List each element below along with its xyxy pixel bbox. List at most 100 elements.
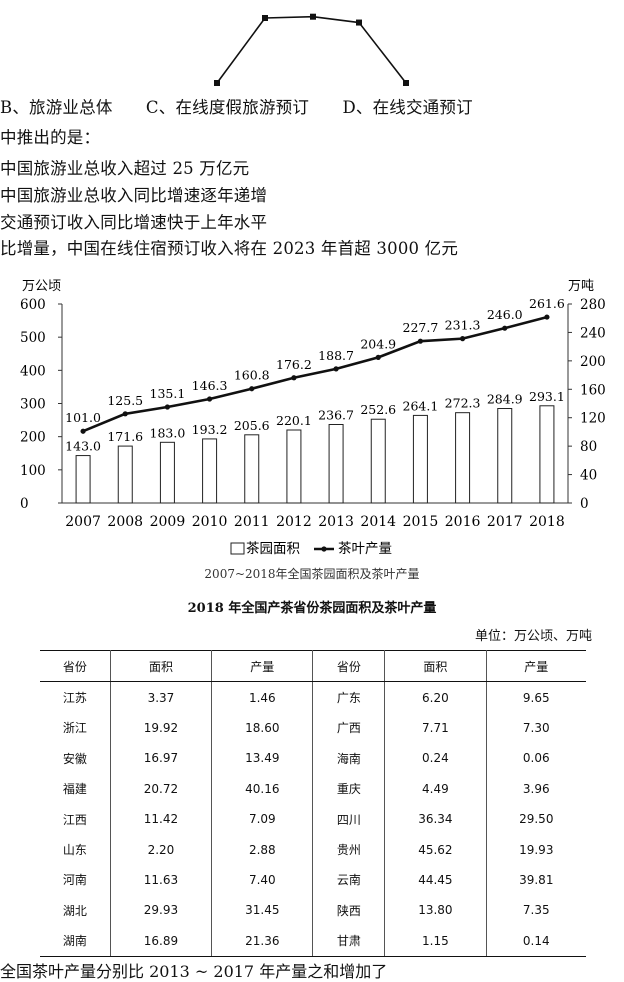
legend: 茶园面积 茶叶产量	[230, 541, 392, 557]
left-unit-label: 万公顷	[22, 279, 61, 294]
bar-value-label: 264.1	[403, 398, 439, 413]
table-title: 2018 年全国产茶省份茶园面积及茶叶产量	[187, 601, 437, 616]
question-line-6: 比增量，中国在线住宿预订收入将在 2023 年首超 3000 亿元	[0, 239, 459, 258]
tea-chart: 万公顷 万吨 143.0 171.6 183.0 193.2 205.6 220.1 236…	[20, 279, 606, 581]
province-table: 省份 面积 产量 省份 面积 产量 江苏 3.37 1.46 广东 6.20 9.65 浙江…	[40, 649, 586, 957]
right-tick-label: 280	[580, 297, 606, 313]
fragment-marker	[214, 80, 220, 86]
table-cell: 山东	[40, 834, 111, 865]
top-fragment-chart	[214, 13, 409, 86]
output-value-label: 135.1	[150, 386, 186, 401]
table-cell: 7.09	[211, 803, 314, 835]
legend-label-output: 茶叶产量	[338, 541, 392, 557]
legend-label-area: 茶园面积	[246, 541, 300, 557]
table-cell: 2.20	[109, 834, 213, 865]
table-cell: 3.37	[109, 681, 213, 713]
table-cell: 31.45	[211, 895, 314, 926]
left-tick-label: 200	[20, 430, 46, 446]
output-point	[291, 375, 297, 381]
table-cell: 19.93	[485, 834, 586, 865]
bar-value-label: 205.6	[234, 418, 270, 433]
output-point	[417, 338, 424, 344]
header-cell: 省份	[312, 649, 386, 683]
table-row: 江苏 3.37 1.46 广东 6.20 9.65	[40, 681, 586, 713]
bar-value-label: 193.2	[192, 422, 228, 437]
table-cell: 39.81	[485, 864, 586, 896]
right-tick-label: 200	[580, 354, 606, 370]
table-cell: 0.24	[384, 743, 487, 774]
table-cell: 21.36	[211, 925, 314, 957]
table-cell: 湖北	[40, 895, 111, 926]
output-value-label: 227.7	[403, 320, 439, 335]
x-tick-label: 2016	[445, 514, 481, 530]
bar-value-label: 171.6	[107, 429, 143, 444]
bar	[370, 418, 386, 504]
table-cell: 安徽	[40, 743, 111, 774]
output-value-label: 204.9	[360, 336, 396, 351]
table-cell: 13.80	[384, 895, 487, 926]
x-tick-label: 2009	[150, 514, 186, 530]
output-value-label: 160.8	[234, 368, 270, 383]
bar-value-label: 272.3	[445, 396, 481, 411]
right-unit-label: 万吨	[568, 279, 594, 294]
right-tick-label: 240	[580, 325, 606, 341]
right-tick-label: 120	[580, 411, 606, 427]
x-tick-label: 2007	[65, 514, 101, 530]
x-tick-label: 2015	[403, 514, 439, 530]
bar	[286, 429, 302, 504]
bar	[159, 441, 175, 504]
table-cell: 海南	[312, 743, 386, 774]
bar-value-label: 220.1	[276, 413, 312, 428]
table-row: 浙江 19.92 18.60 广西 7.71 7.30	[40, 712, 586, 744]
bar	[497, 408, 513, 504]
bar	[202, 438, 218, 504]
table-cell: 重庆	[312, 773, 386, 804]
bottom-fragment-text: 全国茶叶产量分别比 2013 ~ 2017 年产量之和增加了	[0, 962, 388, 981]
output-point	[375, 354, 381, 360]
table-cell: 湖南	[40, 925, 111, 957]
table-cell: 7.30	[485, 712, 586, 744]
table-cell: 陕西	[312, 895, 386, 926]
legend-swatch-area	[230, 542, 245, 555]
left-tick-label: 0	[20, 496, 29, 512]
table-cell: 1.15	[384, 925, 487, 957]
table-row: 湖北 29.93 31.45 陕西 13.80 7.35	[40, 895, 586, 926]
bar	[117, 445, 133, 504]
table-cell: 45.62	[384, 834, 487, 865]
table-row: 山东 2.20 2.88 贵州 45.62 19.93	[40, 834, 586, 865]
table-cell: 浙江	[40, 712, 111, 744]
table-cell: 6.20	[384, 681, 487, 713]
right-tick-label: 160	[580, 382, 606, 398]
output-point	[206, 396, 213, 402]
output-point	[544, 314, 550, 320]
bar	[539, 405, 555, 504]
output-point	[122, 411, 128, 417]
bar	[75, 455, 91, 504]
table-header-row: 省份 面积 产量 省份 面积 产量	[40, 649, 586, 683]
bar-value-label: 183.0	[150, 425, 186, 440]
table-cell: 四川	[312, 803, 386, 835]
x-tick-label: 2010	[192, 514, 228, 530]
table-cell: 13.49	[211, 743, 314, 774]
table-row: 安徽 16.97 13.49 海南 0.24 0.06	[40, 743, 586, 774]
output-point	[249, 386, 255, 392]
table-cell: 7.35	[485, 895, 586, 926]
table-cell: 0.14	[485, 925, 586, 957]
table-cell: 7.71	[384, 712, 487, 744]
x-tick-label: 2008	[107, 514, 143, 530]
question-line-3: 中国旅游业总收入超过 25 万亿元	[0, 159, 250, 178]
output-value-label: 125.5	[107, 393, 143, 408]
header-cell: 面积	[109, 649, 213, 683]
left-tick-label: 600	[20, 297, 46, 313]
table-unit: 单位：万公顷、万吨	[474, 629, 592, 644]
table-cell: 江西	[40, 803, 111, 835]
table-cell: 11.42	[109, 803, 213, 835]
x-tick-label: 2014	[360, 514, 396, 530]
table-cell: 云南	[312, 864, 386, 896]
table-cell: 40.16	[211, 773, 314, 804]
x-tick-label: 2013	[318, 514, 354, 530]
table-cell: 河南	[40, 864, 111, 896]
table-cell: 18.60	[211, 712, 314, 744]
table-cell: 广东	[312, 681, 386, 713]
bar-value-label: 293.1	[529, 389, 565, 404]
